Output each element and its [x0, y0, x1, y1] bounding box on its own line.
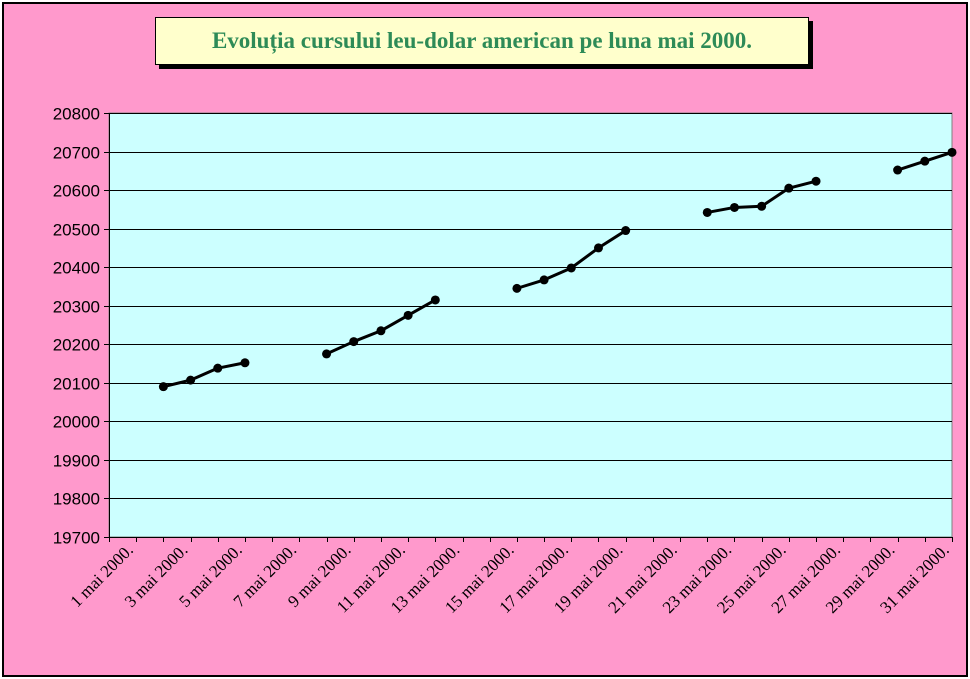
data-point — [784, 183, 794, 193]
data-point — [811, 176, 821, 186]
plot-area — [108, 112, 953, 538]
y-tick-label: 20300 — [53, 298, 100, 317]
chart-title: Evoluția cursului leu-dolar american pe … — [155, 17, 809, 65]
y-tick-label: 20400 — [53, 259, 100, 278]
data-point — [947, 147, 957, 157]
data-point — [512, 283, 522, 293]
y-tick-label: 19900 — [53, 452, 100, 471]
data-point — [539, 275, 549, 285]
data-point — [593, 243, 603, 253]
data-point — [403, 310, 413, 320]
data-point — [757, 201, 767, 211]
data-point — [702, 207, 712, 217]
data-point — [566, 263, 576, 273]
y-tick-label: 20700 — [53, 144, 100, 163]
y-tick-label: 20500 — [53, 221, 100, 240]
data-point — [240, 358, 250, 368]
data-point — [621, 226, 631, 236]
y-tick-label: 20600 — [53, 182, 100, 201]
data-point — [322, 349, 332, 359]
y-tick-label: 20200 — [53, 336, 100, 355]
data-point — [430, 295, 440, 305]
y-tick-label: 20000 — [53, 413, 100, 432]
data-point — [349, 337, 359, 347]
data-point — [376, 326, 386, 336]
data-point — [920, 156, 930, 166]
series-line-segment — [163, 361, 246, 389]
data-point — [893, 165, 903, 175]
y-tick-label: 20800 — [53, 105, 100, 124]
data-point — [213, 363, 223, 373]
y-tick-label: 19700 — [53, 529, 100, 548]
data-point — [729, 202, 739, 212]
y-tick-label: 19800 — [53, 490, 100, 509]
data-point — [186, 375, 196, 385]
data-point — [158, 382, 168, 392]
y-tick-label: 20100 — [53, 375, 100, 394]
